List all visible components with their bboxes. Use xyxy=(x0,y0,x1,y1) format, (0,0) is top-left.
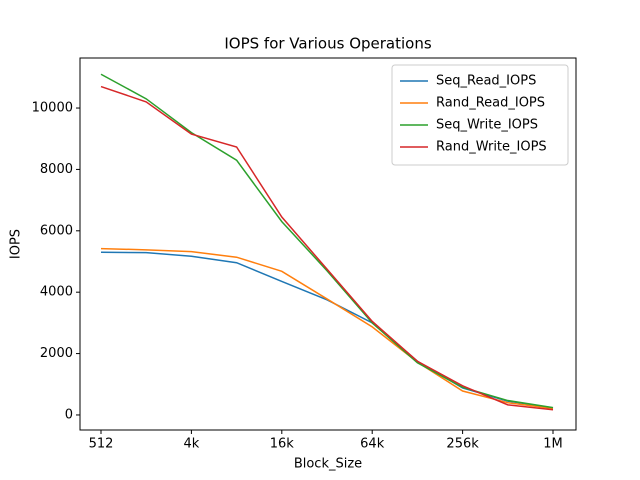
y-tick-label: 10000 xyxy=(32,101,73,116)
x-tick-label: 4k xyxy=(183,437,199,452)
chart-title: IOPS for Various Operations xyxy=(224,35,431,53)
y-tick-label: 4000 xyxy=(40,285,73,300)
x-tick-label: 256k xyxy=(446,437,479,452)
y-tick-label: 2000 xyxy=(40,346,73,361)
legend-label: Seq_Read_IOPS xyxy=(436,74,536,89)
plot-frame xyxy=(79,57,577,431)
legend: Seq_Read_IOPS Rand_Read_IOPS Seq_Write_IOP… xyxy=(391,64,569,166)
x-tick-label: 512 xyxy=(89,437,114,452)
x-axis-label: Block_Size xyxy=(294,457,362,472)
y-axis-label: IOPS xyxy=(9,229,24,259)
series-line xyxy=(100,85,554,411)
legend-label: Seq_Write_IOPS xyxy=(436,118,538,133)
x-tick-label: 1M xyxy=(543,437,563,452)
y-tick-label: 0 xyxy=(65,407,73,422)
legend-box xyxy=(391,64,569,166)
legend-label: Rand_Read_IOPS xyxy=(436,96,545,111)
series-line xyxy=(100,247,554,410)
y-tick-label: 8000 xyxy=(40,162,73,177)
x-tick-label: 16k xyxy=(270,437,295,452)
legend-label: Rand_Write_IOPS xyxy=(436,140,547,155)
x-tick-label: 64k xyxy=(360,437,385,452)
y-tick-label: 6000 xyxy=(40,223,73,238)
series-line xyxy=(100,251,554,409)
